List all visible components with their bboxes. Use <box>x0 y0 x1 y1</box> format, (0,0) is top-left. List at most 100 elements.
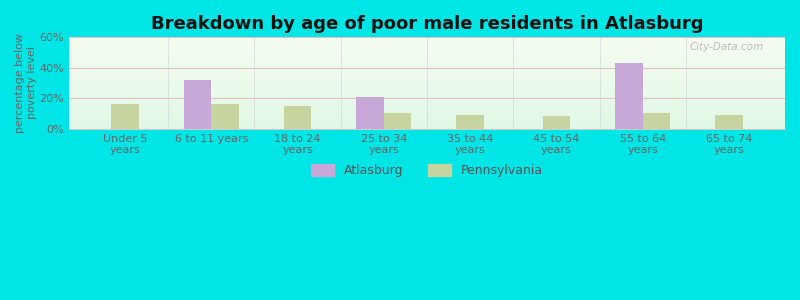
Bar <box>69 96 785 97</box>
Bar <box>69 46 785 47</box>
Bar <box>69 83 785 84</box>
Bar <box>69 102 785 103</box>
Bar <box>69 70 785 71</box>
Bar <box>69 39 785 40</box>
Bar <box>69 84 785 85</box>
Bar <box>69 48 785 49</box>
Bar <box>69 43 785 44</box>
Bar <box>69 100 785 101</box>
Bar <box>211 104 239 129</box>
Bar <box>69 47 785 48</box>
Bar <box>69 98 785 99</box>
Bar <box>69 123 785 124</box>
Bar <box>384 113 411 129</box>
Bar <box>69 113 785 114</box>
Bar <box>284 106 311 129</box>
Bar <box>69 94 785 95</box>
Bar <box>69 110 785 111</box>
Bar <box>69 105 785 106</box>
Bar <box>69 77 785 78</box>
Bar <box>69 92 785 93</box>
Bar <box>642 113 670 129</box>
Bar <box>69 106 785 107</box>
Bar <box>69 72 785 73</box>
Bar <box>69 118 785 119</box>
Bar <box>69 69 785 70</box>
Bar <box>69 61 785 62</box>
Bar <box>69 59 785 60</box>
Bar <box>69 78 785 79</box>
Bar <box>69 86 785 87</box>
Bar <box>69 89 785 90</box>
Bar <box>69 76 785 77</box>
Text: City-Data.com: City-Data.com <box>690 42 763 52</box>
Bar <box>111 104 139 129</box>
Bar <box>69 68 785 69</box>
Bar <box>69 124 785 125</box>
Bar <box>69 51 785 52</box>
Bar <box>615 63 642 129</box>
Y-axis label: percentage below
poverty level: percentage below poverty level <box>15 33 37 133</box>
Bar <box>69 54 785 55</box>
Bar <box>69 120 785 121</box>
Bar <box>69 97 785 98</box>
Bar <box>69 81 785 82</box>
Bar <box>69 64 785 65</box>
Bar <box>69 56 785 57</box>
Legend: Atlasburg, Pennsylvania: Atlasburg, Pennsylvania <box>311 164 543 177</box>
Bar <box>69 90 785 91</box>
Bar <box>715 115 742 129</box>
Bar <box>69 119 785 120</box>
Bar <box>69 122 785 123</box>
Bar <box>69 112 785 113</box>
Bar <box>69 79 785 80</box>
Bar <box>69 58 785 59</box>
Bar <box>69 88 785 89</box>
Bar <box>184 80 211 129</box>
Bar <box>69 45 785 46</box>
Bar <box>69 80 785 81</box>
Bar <box>69 50 785 51</box>
Bar <box>542 116 570 129</box>
Bar <box>69 41 785 42</box>
Bar <box>69 103 785 104</box>
Bar <box>69 66 785 67</box>
Bar <box>69 65 785 66</box>
Bar <box>69 116 785 117</box>
Bar <box>69 95 785 96</box>
Bar <box>69 62 785 63</box>
Bar <box>69 71 785 72</box>
Bar <box>69 63 785 64</box>
Bar <box>69 99 785 100</box>
Bar <box>69 93 785 94</box>
Bar <box>69 125 785 126</box>
Bar <box>69 52 785 53</box>
Bar <box>69 60 785 61</box>
Bar <box>69 114 785 115</box>
Bar <box>69 57 785 58</box>
Bar <box>69 67 785 68</box>
Title: Breakdown by age of poor male residents in Atlasburg: Breakdown by age of poor male residents … <box>150 15 703 33</box>
Bar <box>69 87 785 88</box>
Bar <box>69 115 785 116</box>
Bar <box>69 42 785 43</box>
Bar <box>69 126 785 127</box>
Bar <box>69 53 785 54</box>
Bar <box>69 101 785 102</box>
Bar <box>69 117 785 118</box>
Bar <box>69 91 785 92</box>
Bar <box>69 75 785 76</box>
Bar <box>69 74 785 75</box>
Bar <box>69 82 785 83</box>
Bar <box>69 128 785 129</box>
Bar <box>356 97 384 129</box>
Bar <box>69 111 785 112</box>
Bar <box>69 121 785 122</box>
Bar <box>69 44 785 45</box>
Bar <box>456 115 484 129</box>
Bar <box>69 108 785 109</box>
Bar <box>69 37 785 38</box>
Bar <box>69 127 785 128</box>
Bar <box>69 40 785 41</box>
Bar <box>69 38 785 39</box>
